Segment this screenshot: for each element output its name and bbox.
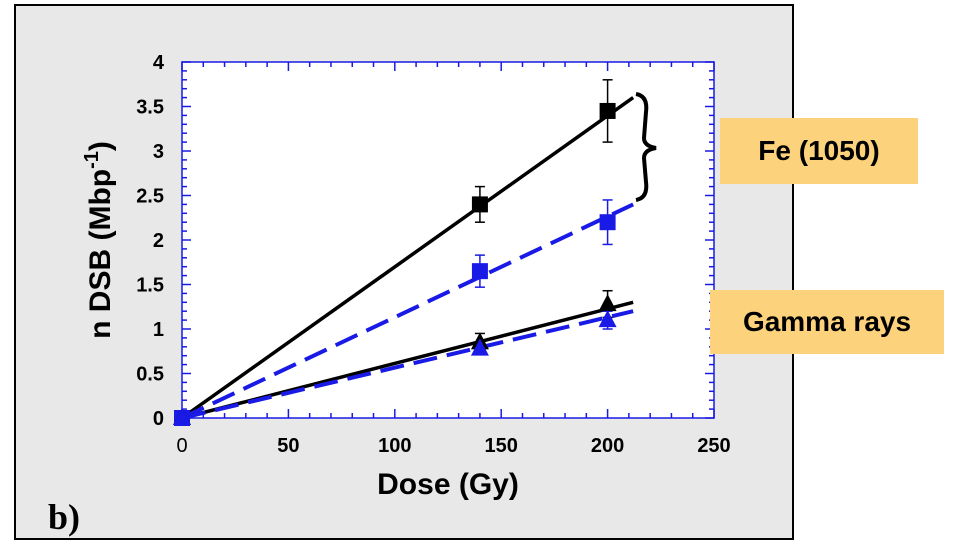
gamma-annotation: Gamma rays (710, 290, 944, 354)
fit-line (181, 202, 634, 420)
y-axis-title-main: n DSB (Mbp (84, 169, 117, 339)
x-tick-label: 100 (378, 435, 411, 457)
y-tick-label: 1.5 (136, 275, 164, 297)
y-axis-title-close: ) (84, 141, 117, 151)
x-tick-label: 250 (697, 435, 730, 457)
x-tick-label: 200 (591, 435, 624, 457)
y-tick-label: 3 (153, 141, 164, 163)
y-tick-label: 4 (153, 52, 165, 74)
data-point-triangle (598, 310, 617, 328)
data-point-square (471, 263, 488, 280)
plot-area (182, 62, 714, 418)
data-point-square (599, 214, 616, 231)
fit-line (180, 96, 635, 420)
y-axis-title: n DSB (Mbp-1) (81, 141, 117, 339)
data-point-square (599, 102, 616, 119)
y-axis-title-exponent: -1 (81, 151, 103, 169)
y-tick-label: 0.5 (136, 364, 164, 386)
x-axis-title: Dose (Gy) (377, 468, 519, 501)
panel-letter: b) (48, 497, 81, 537)
fe-curly-brace (635, 92, 657, 202)
fit-line (181, 309, 634, 420)
y-tick-label: 2 (153, 230, 164, 252)
y-tick-label: 3.5 (136, 97, 164, 119)
x-tick-label: 0 (176, 435, 187, 457)
data-point-triangle (598, 294, 617, 312)
y-tick-label: 1 (153, 319, 164, 341)
fe-annotation: Fe (1050) (720, 118, 918, 184)
x-tick-label: 50 (277, 435, 299, 457)
y-tick-label: 2.5 (136, 186, 164, 208)
x-tick-label: 150 (485, 435, 518, 457)
y-tick-label: 0 (153, 408, 164, 430)
data-point-triangle (470, 338, 489, 356)
data-point-square (471, 196, 488, 213)
